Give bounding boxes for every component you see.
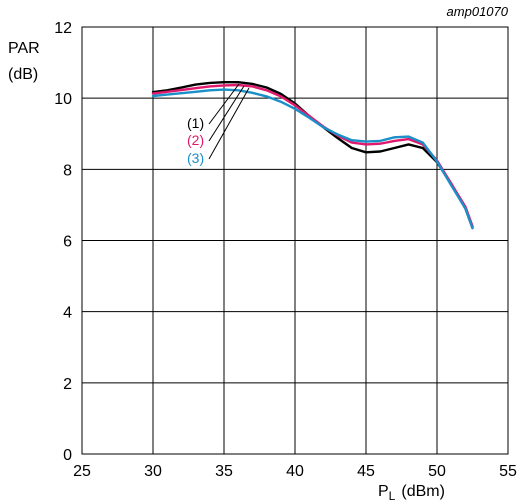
- x-axis-label-main: P: [378, 483, 389, 500]
- x-tick-labels: 25 30 35 40 45 50 55: [73, 463, 517, 480]
- y-tick-label: 12: [54, 20, 72, 37]
- x-tick-label: 30: [144, 463, 162, 480]
- x-tick-label: 50: [428, 463, 446, 480]
- legend-label-2: (2): [187, 132, 204, 148]
- legend-label-1: (1): [187, 115, 204, 131]
- legend-leader-line-2: [208, 85, 245, 142]
- x-axis-label-sub: L: [389, 489, 396, 500]
- x-tick-label: 40: [286, 463, 304, 480]
- plot-frame: [81, 26, 509, 455]
- x-axis-label-unit: (dBm): [401, 483, 445, 500]
- y-axis-label-line1: PAR: [8, 40, 40, 57]
- y-tick-label: 6: [63, 234, 72, 251]
- y-tick-label: 2: [63, 376, 72, 393]
- series-line-3: [151, 88, 474, 230]
- y-tick-labels: 0 2 4 6 8 10 12: [54, 20, 72, 464]
- x-tick-label: 55: [499, 463, 517, 480]
- y-axis-label-line2: (dB): [8, 66, 38, 83]
- legend-label-3: (3): [187, 150, 204, 166]
- legend-leader-line-3: [208, 87, 250, 160]
- y-tick-label: 4: [63, 305, 72, 322]
- series-group: [151, 80, 474, 230]
- y-tick-label: 0: [63, 447, 72, 464]
- y-tick-label: 10: [54, 91, 72, 108]
- x-axis-label: PL (dBm): [378, 483, 445, 500]
- x-tick-label: 35: [215, 463, 233, 480]
- legend-leader-line-1: [208, 83, 240, 125]
- grid: [82, 27, 508, 454]
- y-tick-label: 8: [63, 162, 72, 179]
- x-tick-label: 25: [73, 463, 91, 480]
- x-tick-label: 45: [357, 463, 375, 480]
- legend-callouts: (1)(2) (3): [187, 83, 250, 166]
- figure-code: amp01070: [447, 4, 509, 19]
